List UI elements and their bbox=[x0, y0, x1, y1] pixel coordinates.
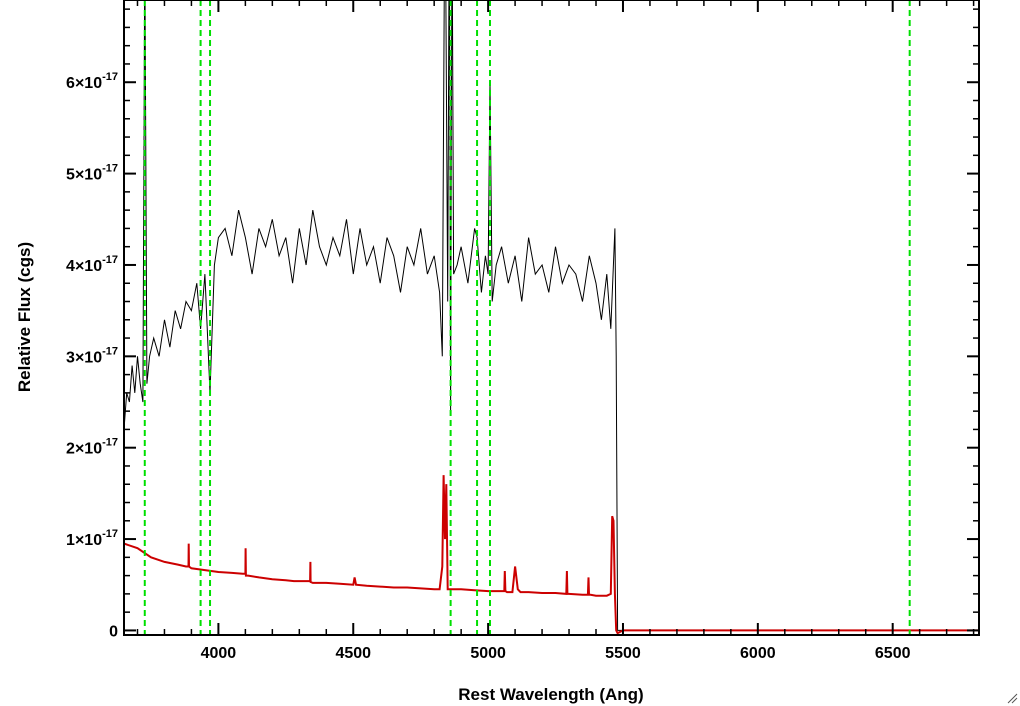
y-tick-label: 5×10-17 bbox=[66, 163, 118, 184]
x-tick-label: 4500 bbox=[335, 645, 371, 662]
plot-area bbox=[124, 0, 979, 635]
x-axis-title: Rest Wavelength (Ang) bbox=[458, 685, 643, 704]
axes: 4000 4500 5000 5500 6000 6500 0 1×10-17 2×10-17 3… bbox=[66, 0, 980, 662]
y-axis-title: Relative Flux (cgs) bbox=[15, 242, 34, 392]
spectrum-line bbox=[124, 0, 979, 631]
x-tick-label: 5000 bbox=[470, 645, 506, 662]
plot-clip-group bbox=[124, 0, 979, 635]
error-line bbox=[124, 475, 979, 635]
y-tick-label: 6×10-17 bbox=[66, 71, 118, 92]
x-tick-label: 6500 bbox=[875, 645, 911, 662]
x-tick-label: 4000 bbox=[201, 645, 237, 662]
y-tick-label: 0 bbox=[109, 623, 118, 640]
y-tick-label: 3×10-17 bbox=[66, 345, 118, 366]
y-tick-label: 4×10-17 bbox=[66, 254, 118, 275]
plot-frame bbox=[123, 0, 980, 636]
x-tick-label: 5500 bbox=[605, 645, 641, 662]
y-tick-label: 1×10-17 bbox=[66, 528, 118, 549]
x-tick-label: 6000 bbox=[740, 645, 776, 662]
resize-grip-icon[interactable] bbox=[1006, 692, 1018, 704]
y-tick-label: 2×10-17 bbox=[66, 437, 118, 458]
